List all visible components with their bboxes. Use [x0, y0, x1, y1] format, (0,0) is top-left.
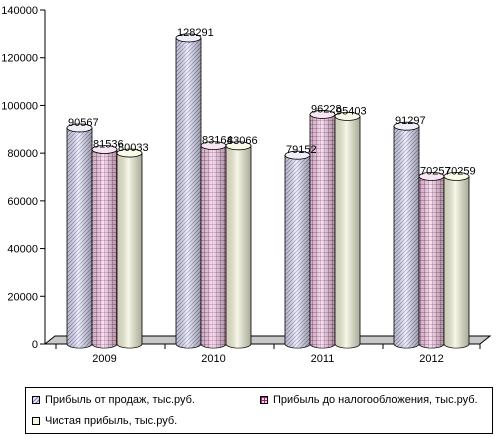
data-label: 70257: [420, 165, 451, 177]
bar-top: [175, 33, 202, 43]
bar-shade: [201, 145, 226, 348]
x-tick-label: 2010: [201, 353, 225, 365]
bar-top: [116, 148, 143, 158]
bar-top: [393, 121, 420, 131]
legend-label: Прибыль от продаж, тыс.руб.: [45, 394, 195, 406]
y-tick-label: 80000: [7, 148, 38, 160]
x-axis-ticks: 2009 2010 2011 2012: [55, 344, 481, 365]
legend-item-pretax-profit: Прибыль до налогообложения, тыс.руб.: [260, 394, 478, 406]
bar: [418, 171, 445, 349]
bar-top: [66, 123, 93, 133]
data-label: 80033: [118, 142, 149, 154]
bar: [284, 150, 311, 349]
legend-label: Чистая прибыль, тыс.руб.: [45, 415, 178, 427]
bar: [91, 145, 118, 349]
bar-top: [91, 145, 118, 154]
y-tick-label: 120000: [1, 53, 38, 65]
bar-chart: 020000400006000080000100000120000140000 …: [1, 5, 492, 365]
data-label: 95403: [336, 105, 367, 117]
bar-top: [443, 171, 470, 181]
bar-shade: [117, 153, 142, 348]
bar: [175, 33, 202, 349]
data-label: 96228: [311, 103, 342, 115]
bar: [200, 141, 227, 349]
bar-shade: [92, 149, 117, 348]
y-tick-label: 100000: [1, 100, 38, 112]
bar-shade: [226, 145, 251, 348]
legend-item-net-profit: Чистая прибыль, тыс.руб.: [32, 415, 177, 427]
bar-top: [334, 111, 361, 121]
legend-swatch-grid: [260, 396, 268, 404]
bar: [66, 123, 93, 349]
bar-shade: [444, 176, 469, 348]
bar: [334, 111, 361, 349]
bar-top: [225, 141, 252, 151]
data-label: 79152: [286, 144, 317, 156]
bar-top: [309, 110, 336, 119]
data-label: 70259: [445, 165, 476, 177]
bar: [393, 121, 420, 349]
y-axis-ticks: 0 20000 40000 60000 80000 100000 120000 140000: [1, 5, 45, 351]
bar-shade: [335, 116, 360, 349]
x-tick-label: 2009: [92, 353, 116, 365]
bar-shade: [394, 126, 419, 349]
bar: [116, 148, 143, 349]
y-tick-label: 20000: [7, 291, 38, 303]
legend-swatch-plain: [32, 417, 40, 425]
bar: [443, 171, 470, 349]
data-label: 83164: [202, 135, 233, 147]
data-label: 91297: [395, 115, 426, 127]
bar-shade: [310, 114, 335, 348]
bar-shade: [67, 127, 92, 348]
x-tick-label: 2011: [311, 353, 335, 365]
y-tick-label: 60000: [7, 196, 38, 208]
data-label: 90567: [68, 117, 99, 129]
data-label: 83066: [227, 135, 258, 147]
data-label: 128291: [177, 27, 214, 39]
legend-swatch-diag: [32, 396, 40, 404]
bar-shade: [285, 155, 310, 348]
bar: [225, 141, 252, 349]
x-tick-label: 2012: [419, 353, 443, 365]
legend: Прибыль от продаж, тыс.руб. Прибыль до н…: [25, 387, 493, 434]
bar-shade: [419, 176, 444, 348]
y-tick-label: 0: [32, 339, 38, 351]
bar-shade: [176, 37, 201, 349]
legend-label: Прибыль до налогообложения, тыс.руб.: [273, 394, 478, 406]
data-label: 81536: [93, 138, 124, 150]
y-tick-label: 140000: [1, 5, 38, 17]
y-tick-label: 40000: [7, 244, 38, 256]
legend-item-sales-profit: Прибыль от продаж, тыс.руб.: [32, 394, 195, 406]
bars: [66, 33, 470, 349]
bar: [309, 110, 336, 349]
